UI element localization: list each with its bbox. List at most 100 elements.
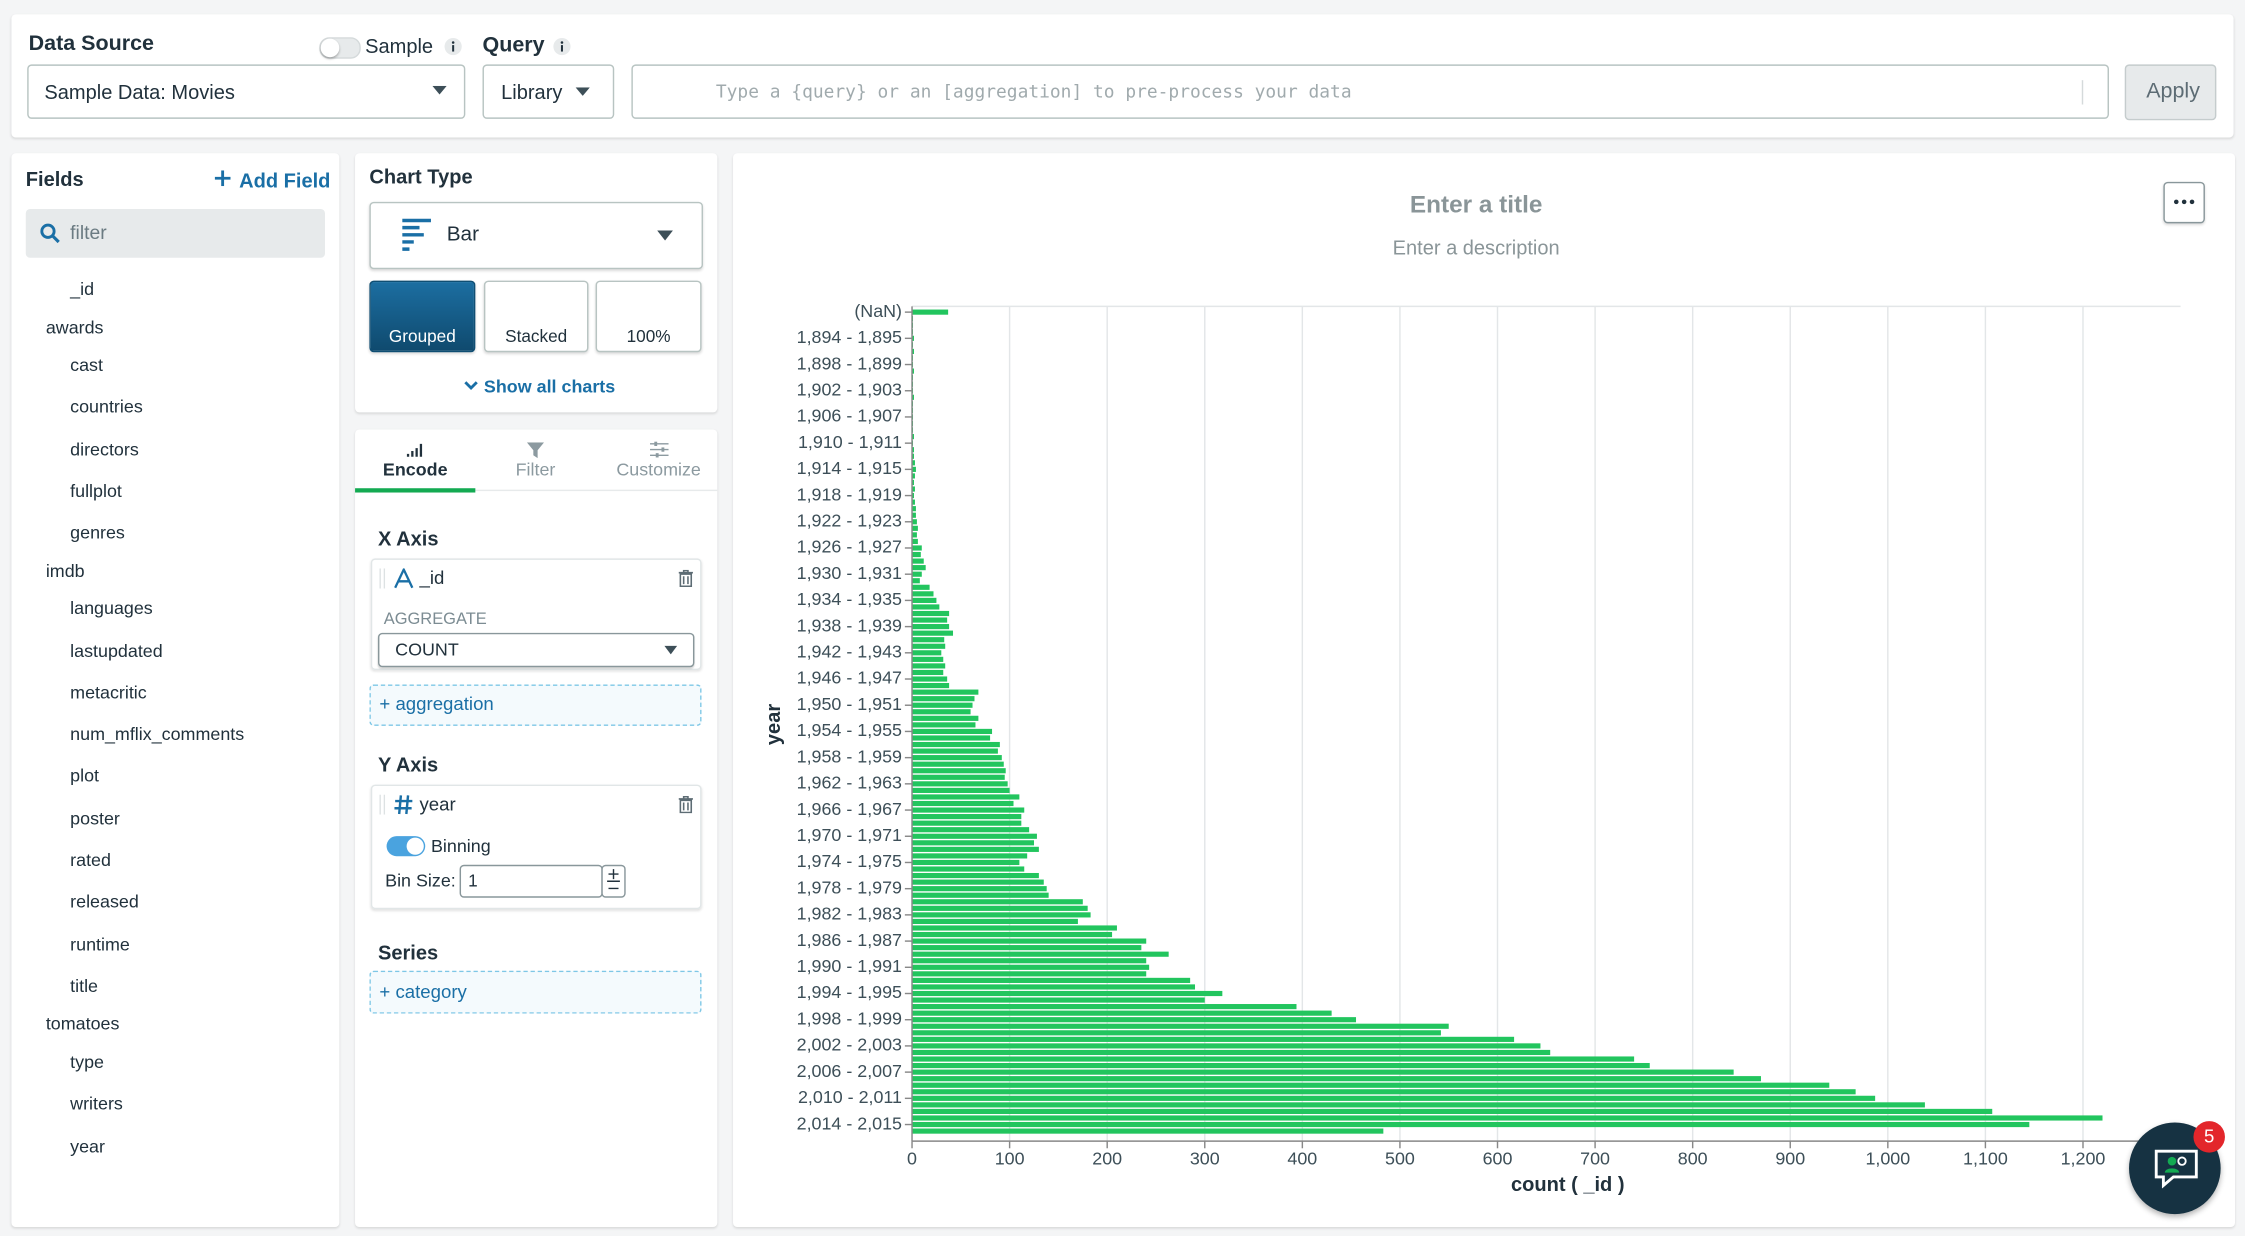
search-icon xyxy=(40,223,60,243)
bar xyxy=(912,657,943,662)
input-value: 1 xyxy=(468,868,478,894)
field-name[interactable]: released xyxy=(70,890,139,916)
y-tick-label: 1,970 - 1,971 xyxy=(797,825,902,845)
x-tick-label: 700 xyxy=(1580,1148,1610,1168)
y-tick-label: 1,954 - 1,955 xyxy=(797,720,902,740)
y-tick-label: 1,938 - 1,939 xyxy=(797,615,902,635)
y-tick-label: (NaN) xyxy=(854,301,902,321)
bar xyxy=(912,526,918,531)
field-name[interactable]: poster xyxy=(70,806,120,832)
y-tick-label: 1,918 - 1,919 xyxy=(797,484,902,504)
bar xyxy=(912,310,948,315)
y-tick-label: 1,982 - 1,983 xyxy=(797,904,902,924)
add-field[interactable]: Add Field xyxy=(239,168,330,194)
select-value: Bar xyxy=(447,222,479,248)
field-name[interactable]: imdb xyxy=(46,558,85,584)
caret xyxy=(657,231,673,241)
y-tick-label: 1,966 - 1,967 xyxy=(797,799,902,819)
bar xyxy=(912,1089,1856,1094)
field-name[interactable]: cast xyxy=(70,352,103,378)
x-tick-label: 1,200 xyxy=(2061,1148,2106,1168)
x-tick-label: 500 xyxy=(1385,1148,1415,1168)
bar xyxy=(912,781,1008,786)
field-name[interactable]: runtime xyxy=(70,931,130,957)
chat-badge: 5 xyxy=(2193,1121,2224,1152)
variant-label: 100% xyxy=(596,324,702,350)
chart-subtitle: Enter a description xyxy=(1393,237,1560,259)
field-name[interactable]: num_mflix_comments xyxy=(70,722,244,748)
field-name[interactable]: tomatoes xyxy=(46,1011,120,1037)
bar xyxy=(912,1070,1734,1075)
bar xyxy=(912,1030,1441,1035)
bar-icon xyxy=(401,218,432,252)
bar xyxy=(912,598,936,603)
encode-icon xyxy=(405,441,425,458)
field-name[interactable]: directors xyxy=(70,436,139,462)
bar xyxy=(912,722,975,727)
bar xyxy=(912,572,922,577)
bar xyxy=(912,532,917,537)
bar xyxy=(912,1050,1550,1055)
bar xyxy=(912,1122,2029,1127)
field-name[interactable]: awards xyxy=(46,314,104,340)
field-name[interactable]: plot xyxy=(70,764,99,790)
bar xyxy=(912,801,1013,806)
field-name[interactable]: type xyxy=(70,1049,104,1075)
field-name[interactable]: writers xyxy=(70,1091,123,1117)
field-name: year xyxy=(420,792,456,818)
field-name[interactable]: fullplot xyxy=(70,478,122,504)
bar xyxy=(912,821,1021,826)
field-name[interactable]: _id xyxy=(70,276,94,302)
bar xyxy=(912,539,918,544)
bar xyxy=(912,893,1049,898)
bar xyxy=(912,991,1222,996)
bar xyxy=(912,965,1149,970)
trash-icon[interactable] xyxy=(679,796,693,813)
y-tick-label: 2,014 - 2,015 xyxy=(797,1113,902,1133)
field-name[interactable]: countries xyxy=(70,394,143,420)
bar xyxy=(912,624,949,629)
trash-icon[interactable] xyxy=(679,570,693,587)
bar xyxy=(912,644,945,649)
field-name[interactable]: year xyxy=(70,1133,105,1159)
bar xyxy=(912,840,1034,845)
bar xyxy=(912,827,1029,832)
bar xyxy=(912,611,949,616)
bar xyxy=(912,1109,1992,1114)
x-tick-label: 0 xyxy=(907,1148,917,1168)
tab[interactable]: Encode xyxy=(358,457,473,483)
bin-size-input[interactable] xyxy=(460,865,603,898)
field-name[interactable]: metacritic xyxy=(70,680,147,706)
bar xyxy=(912,925,1117,930)
chat-icon xyxy=(2153,1148,2199,1188)
tab[interactable]: Customize xyxy=(601,457,716,483)
section-title: Series xyxy=(378,939,438,965)
chart: Enter a title Enter a description count … xyxy=(733,153,2235,1227)
y-tick-label: 1,946 - 1,947 xyxy=(797,668,902,688)
field-name[interactable]: genres xyxy=(70,520,125,546)
tab[interactable]: Filter xyxy=(478,457,593,483)
bar xyxy=(912,755,1002,760)
bar xyxy=(912,984,1195,989)
info-icon xyxy=(553,37,572,56)
y-tick-label: 1,894 - 1,895 xyxy=(797,327,902,347)
bar xyxy=(912,906,1088,911)
show-all-link[interactable]: Show all charts xyxy=(484,374,615,400)
field-name[interactable]: title xyxy=(70,973,98,999)
x-tick-label: 400 xyxy=(1287,1148,1317,1168)
bar xyxy=(912,788,1010,793)
label: AGGREGATE xyxy=(384,607,487,633)
y-tick-label: 1,926 - 1,927 xyxy=(797,537,902,557)
field-name[interactable]: rated xyxy=(70,848,111,874)
x-tick-label: 1,100 xyxy=(1963,1148,2008,1168)
field-name[interactable]: languages xyxy=(70,596,153,622)
button-label: Apply xyxy=(2146,79,2200,105)
number-icon xyxy=(394,795,414,815)
field-name[interactable]: lastupdated xyxy=(70,638,163,664)
bar xyxy=(912,545,922,550)
caret xyxy=(576,87,590,96)
x-tick-label: 900 xyxy=(1775,1148,1805,1168)
bar xyxy=(912,860,1019,865)
bar xyxy=(912,552,921,557)
panel-title: Chart Type xyxy=(369,163,472,189)
